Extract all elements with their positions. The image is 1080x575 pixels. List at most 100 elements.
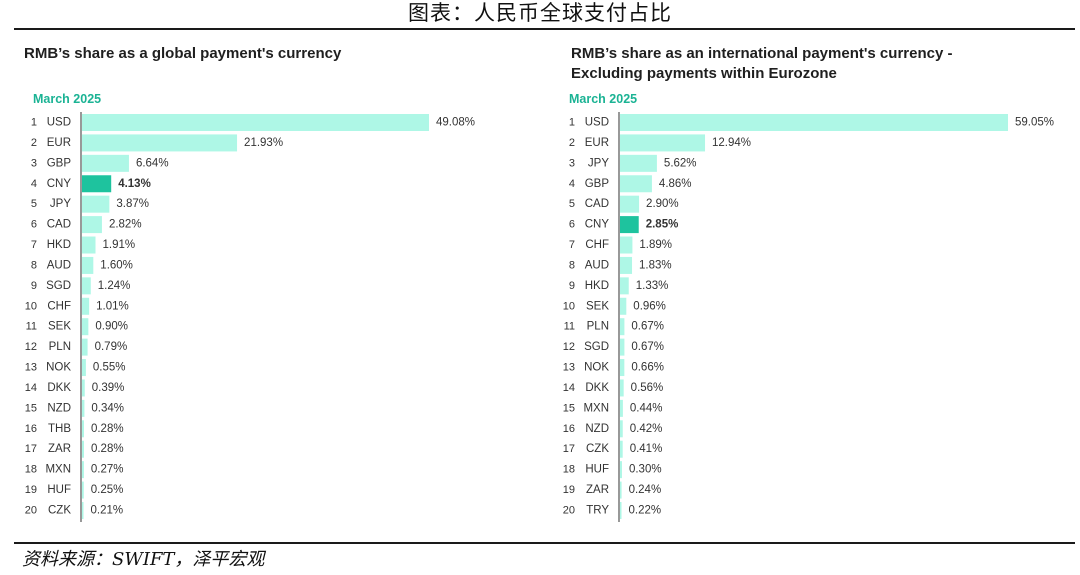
rank-label: 13 [563,362,575,374]
rank-label: 8 [569,259,575,271]
bar [82,154,129,172]
bar [620,195,640,213]
rank-label: 5 [569,198,575,210]
chart-panel-global: RMB’s share as a global payment's curren… [0,40,540,530]
category-label: PLN [587,321,609,333]
category-label: MXN [45,464,71,476]
bar-highlight [82,175,112,193]
category-label: CHF [585,239,609,251]
rank-label: 6 [31,219,37,231]
category-label: JPY [50,198,71,210]
bar [82,297,90,315]
bar [82,216,102,234]
rank-label: 16 [25,423,37,435]
category-label: GBP [585,178,610,190]
category-label: AUD [585,259,609,271]
value-label: 2.90% [646,198,679,210]
rank-label: 9 [569,280,575,292]
category-label: USD [585,117,609,129]
category-label: ZAR [48,443,71,455]
category-label: JPY [588,157,609,169]
value-label: 0.39% [92,382,125,394]
source-note: 资料来源：SWIFT，泽平宏观 [22,549,265,570]
value-label: 0.30% [629,464,662,476]
bar [620,297,627,315]
rank-label: 2 [31,137,37,149]
value-label: 0.28% [91,423,124,435]
bar-chart-international: 1 USD 59.05%2 EUR 12.94%3 JPY 5.62%4 GBP 4.86%5 C… [563,112,1054,522]
value-label: 1.83% [639,259,672,271]
rank-label: 14 [563,382,575,394]
value-label: 0.41% [630,443,663,455]
bar-highlight [620,216,639,234]
rank-label: 16 [563,423,575,435]
value-label: 0.22% [629,504,662,516]
category-label: NZD [47,402,71,414]
rank-label: 20 [563,504,575,516]
category-label: NZD [585,423,609,435]
category-label: DKK [585,382,609,394]
value-label: 0.79% [95,341,128,353]
value-label: 0.24% [629,484,662,496]
value-label: 21.93% [244,137,283,149]
rank-label: 6 [569,219,575,231]
rank-label: 4 [569,178,575,190]
category-label: EUR [47,137,71,149]
chart-title-international: RMB’s share as an international payment'… [571,45,953,82]
category-label: CAD [585,198,609,210]
chart-period-global: March 2025 [33,92,102,106]
rank-label: 17 [563,443,575,455]
value-label: 49.08% [436,117,475,129]
bar [620,481,622,499]
value-label: 0.21% [91,504,124,516]
rank-label: 15 [563,402,575,414]
rank-label: 3 [31,157,37,169]
rank-label: 1 [569,117,575,129]
chart-panel-international: RMB’s share as an international payment'… [540,40,1080,530]
rank-label: 11 [26,321,37,333]
bar [82,256,94,274]
rank-label: 1 [31,117,37,129]
bar [620,420,623,438]
category-label: USD [47,117,71,129]
page-title: 图表：人民币全球支付占比 [408,1,672,25]
bar [82,195,110,213]
chart-period-international: March 2025 [569,92,638,106]
rank-label: 10 [25,300,37,312]
value-label: 4.13% [118,178,151,190]
category-label: SGD [46,280,71,292]
rank-label: 14 [25,382,37,394]
rank-label: 18 [563,464,575,476]
bar [82,277,91,295]
rank-label: 12 [563,341,575,353]
bar [620,256,633,274]
rank-label: 2 [569,137,575,149]
value-label: 0.44% [630,402,663,414]
rank-label: 3 [569,157,575,169]
bar [620,277,629,295]
category-label: GBP [47,157,72,169]
bar [82,338,88,356]
rank-label: 11 [564,321,575,333]
chart-title-global: RMB’s share as a global payment's curren… [24,45,342,62]
category-label: HKD [47,239,71,251]
value-label: 0.66% [631,362,664,374]
rank-label: 13 [25,362,37,374]
value-label: 0.42% [630,423,663,435]
rank-label: 17 [25,443,37,455]
bar [82,134,238,152]
bar [620,318,625,336]
category-label: THB [48,423,71,435]
bar [620,359,625,377]
category-label: CZK [586,443,609,455]
category-label: SEK [48,321,71,333]
value-label: 59.05% [1015,117,1054,129]
bar [620,236,633,254]
value-label: 1.60% [100,259,133,271]
category-label: MXN [583,402,609,414]
value-label: 0.55% [93,362,126,374]
bar [82,236,96,254]
category-label: SGD [584,341,609,353]
rank-label: 20 [25,504,37,516]
rank-label: 19 [25,484,37,496]
